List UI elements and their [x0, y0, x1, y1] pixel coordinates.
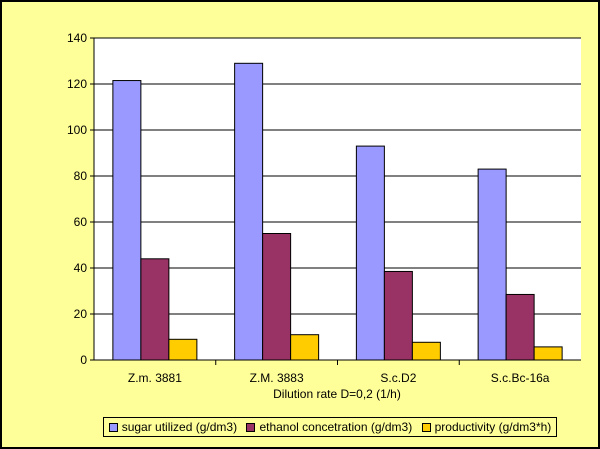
legend: sugar utilized (g/dm3) ethanol concetrati… — [103, 417, 557, 437]
y-tick-label: 140 — [67, 31, 87, 45]
legend-label: productivity (g/dm3*h) — [435, 420, 552, 434]
legend-label: sugar utilized (g/dm3) — [122, 420, 237, 434]
legend-swatch — [109, 423, 118, 432]
y-tick-label: 60 — [74, 215, 88, 229]
y-tick-label: 100 — [67, 123, 87, 137]
bar-3-4 — [534, 347, 562, 360]
bar-3-3 — [412, 342, 440, 360]
legend-swatch — [422, 423, 431, 432]
bar-3-1 — [169, 339, 197, 360]
legend-item: sugar utilized (g/dm3) — [109, 420, 237, 434]
bar-3-2 — [291, 335, 319, 360]
legend-swatch — [246, 423, 255, 432]
bar-1-4 — [478, 169, 506, 360]
x-category-label: Z.m. 3881 — [128, 371, 182, 385]
x-category-label: S.c.Bc-16a — [491, 371, 550, 385]
y-tick-label: 40 — [74, 261, 88, 275]
y-tick-label: 20 — [74, 307, 88, 321]
y-tick-label: 120 — [67, 77, 87, 91]
bar-2-3 — [384, 271, 412, 360]
x-axis-category-labels: Z.m. 3881 Z.M. 3883 S.c.D2 S.c.Bc-16a — [128, 360, 550, 385]
x-category-label: S.c.D2 — [380, 371, 416, 385]
y-tick-label: 0 — [80, 353, 87, 367]
x-axis-title: Dilution rate D=0,2 (1/h) — [273, 387, 401, 401]
bar-1-2 — [235, 63, 263, 360]
legend-item: productivity (g/dm3*h) — [422, 420, 552, 434]
legend-label: ethanol concetration (g/dm3) — [259, 420, 412, 434]
x-category-label: Z.M. 3883 — [250, 371, 304, 385]
y-tick-label: 80 — [74, 169, 88, 183]
bar-2-4 — [506, 294, 534, 360]
bar-2-1 — [141, 259, 169, 360]
bar-1-3 — [356, 146, 384, 360]
legend-item: ethanol concetration (g/dm3) — [246, 420, 412, 434]
bar-1-1 — [113, 81, 141, 360]
y-axis-ticks: 0 20 40 60 80 100 120 140 — [67, 31, 94, 367]
bar-2-2 — [263, 234, 291, 361]
